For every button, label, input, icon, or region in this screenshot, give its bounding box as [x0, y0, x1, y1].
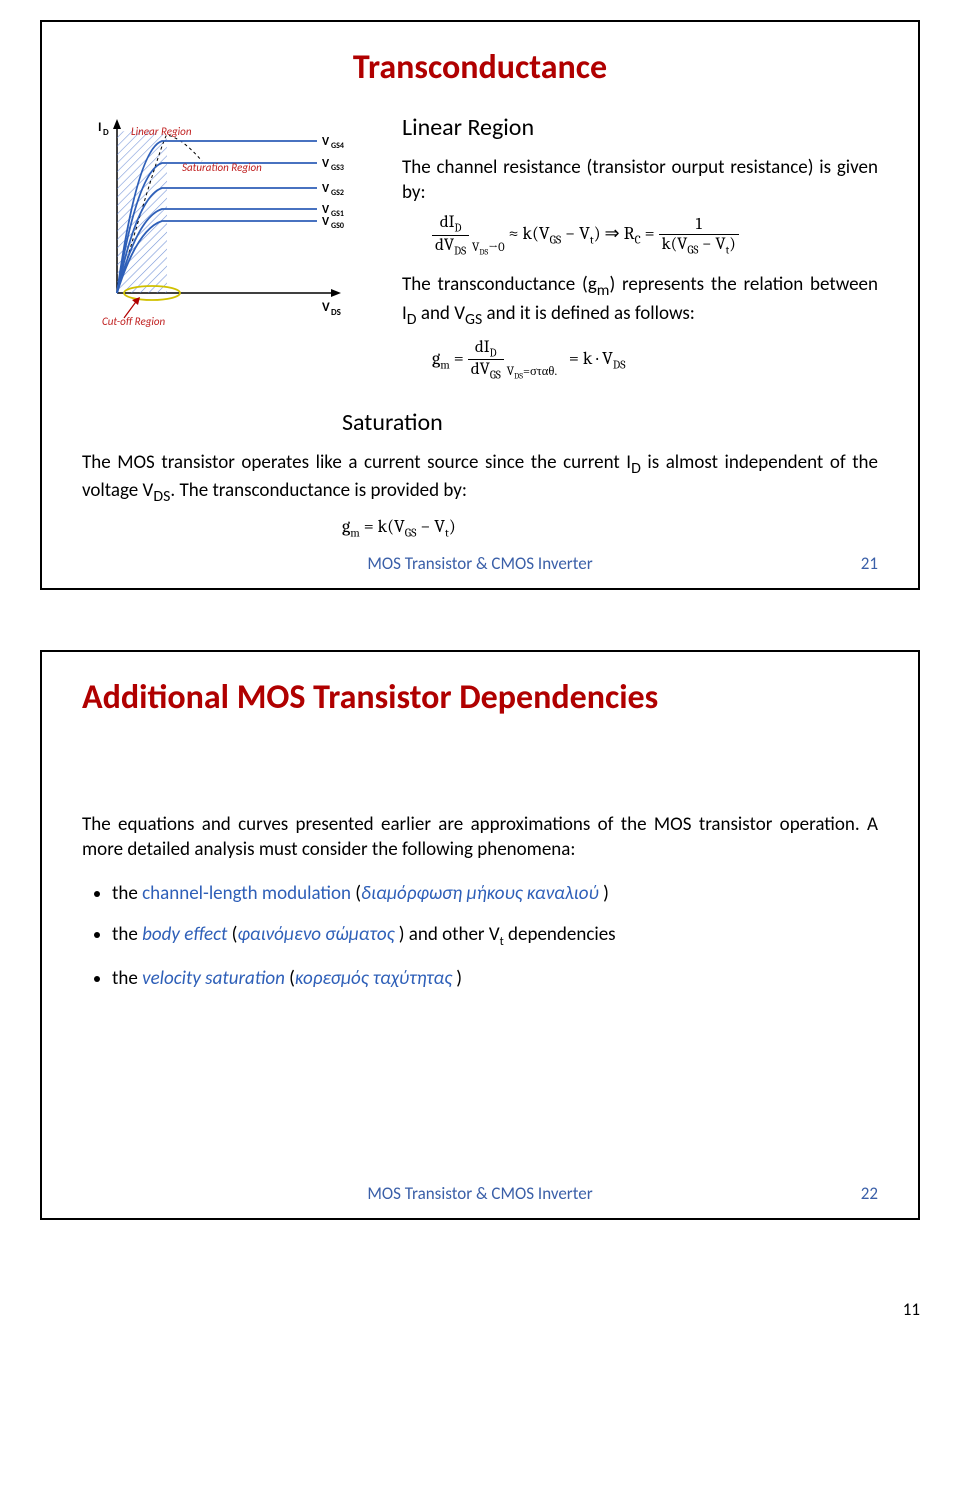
saturation-heading: Saturation — [342, 408, 878, 437]
svg-text:V: V — [322, 157, 330, 171]
svg-text:V: V — [322, 215, 330, 229]
bullet-body-effect: the body effect (φαινόμενο σώματος ) and… — [112, 923, 878, 949]
intro-text: The equations and curves presented earli… — [82, 813, 878, 862]
svg-text:D: D — [103, 127, 109, 138]
footer-text: MOS Transistor & CMOS Inverter — [367, 1183, 592, 1204]
bullet-list: the channel-length modulation (διαμόρφωσ… — [112, 882, 878, 990]
equation-gm: gm = dIDdVGS VDS=σταθ. = k · VDS — [432, 338, 878, 382]
saturation-body: The MOS transistor operates like a curre… — [82, 451, 878, 508]
slide-number: 22 — [861, 1183, 878, 1204]
slide-21: Transconductance — [40, 20, 920, 590]
text-column: Linear Region The channel resistance (tr… — [402, 113, 878, 398]
svg-text:GS4: GS4 — [331, 141, 344, 151]
equation-gm-sat: gm = k(VGS − Vt) — [342, 516, 878, 540]
linear-body: The channel resistance (transistor ourpu… — [402, 156, 878, 205]
linear-heading: Linear Region — [402, 113, 878, 142]
bullet-velocity-saturation: the velocity saturation (κορεσμός ταχύτη… — [112, 967, 878, 990]
bullet-channel-length: the channel-length modulation (διαμόρφωσ… — [112, 882, 878, 905]
equation-rc: dIDdVDS VDS→0 ≈ k(VGS − Vt) ⇒ RC = 1k(VG… — [432, 213, 878, 257]
slide-title: Additional MOS Transistor Dependencies — [82, 677, 878, 718]
slide-number: 21 — [861, 553, 878, 574]
content-row: I D Linear Region Saturation Region Cut-… — [82, 113, 878, 398]
chart-column: I D Linear Region Saturation Region Cut-… — [82, 113, 382, 348]
svg-text:V: V — [322, 182, 330, 196]
svg-text:V: V — [322, 135, 330, 149]
svg-text:Cut-off Region: Cut-off Region — [102, 315, 166, 328]
svg-text:GS1: GS1 — [331, 209, 344, 219]
iv-curve-chart: I D Linear Region Saturation Region Cut-… — [82, 113, 382, 343]
svg-text:GS0: GS0 — [331, 221, 344, 231]
page-number: 11 — [903, 1299, 920, 1320]
svg-text:I: I — [98, 120, 101, 135]
svg-text:Linear Region: Linear Region — [131, 125, 192, 138]
svg-text:Saturation Region: Saturation Region — [182, 161, 262, 174]
gm-body: The transconductance (gm) represents the… — [402, 273, 878, 330]
svg-text:V: V — [322, 300, 330, 315]
slide-22: Additional MOS Transistor Dependencies T… — [40, 650, 920, 1220]
slide-footer: MOS Transistor & CMOS Inverter 21 — [42, 553, 918, 574]
svg-text:DS: DS — [331, 307, 341, 318]
slide-footer: MOS Transistor & CMOS Inverter 22 — [42, 1183, 918, 1204]
slide-title: Transconductance — [82, 47, 878, 88]
svg-text:GS2: GS2 — [331, 188, 344, 198]
svg-text:GS3: GS3 — [331, 163, 344, 173]
footer-text: MOS Transistor & CMOS Inverter — [367, 553, 592, 574]
